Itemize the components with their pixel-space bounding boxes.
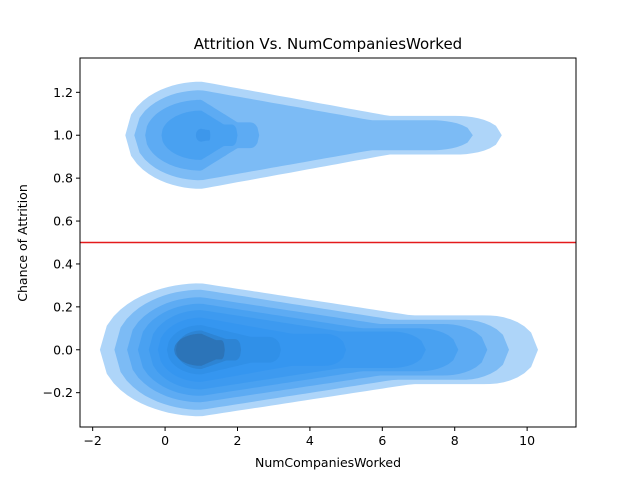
- x-tick-label: 6: [378, 433, 386, 448]
- y-tick-label: 1.0: [53, 128, 73, 143]
- contour-level-0: [99, 283, 539, 417]
- y-tick-label: 0.6: [53, 214, 73, 229]
- y-tick-label: 0.2: [53, 299, 73, 314]
- y-axis: −0.2 0.0 0.2 0.4 0.6 0.8 1.0 1.2: [43, 85, 80, 400]
- x-tick-label: 10: [519, 433, 535, 448]
- contour-level-3: [137, 303, 459, 396]
- contour-level-1: [134, 90, 473, 181]
- contour-group-attrition-1: [125, 81, 502, 189]
- y-axis-label: Chance of Attrition: [15, 184, 30, 301]
- contour-level-5: [157, 317, 347, 382]
- x-tick-label: 0: [161, 433, 169, 448]
- contour-level-3: [161, 110, 238, 160]
- x-axis: −2 0 2 4 6 8 10: [83, 427, 535, 448]
- x-tick-label: 4: [306, 433, 314, 448]
- contour-level-0: [125, 81, 502, 189]
- contour-level-6: [166, 325, 281, 375]
- contour-level-2: [145, 99, 260, 171]
- x-tick-label: −2: [83, 433, 101, 448]
- plot-frame: [79, 57, 577, 428]
- contour-level-8: [174, 333, 225, 366]
- y-tick-label: 0.8: [53, 171, 73, 186]
- x-tick-label: 8: [451, 433, 459, 448]
- contour-level-4: [195, 128, 211, 142]
- y-tick-label: 0.4: [53, 256, 73, 271]
- y-tick-label: 1.2: [53, 85, 73, 100]
- contour-level-4: [148, 310, 426, 390]
- density-contours: [99, 81, 539, 417]
- contour-level-7: [175, 330, 242, 370]
- y-tick-label: 0.0: [53, 342, 73, 357]
- y-tick-label: −0.2: [43, 385, 73, 400]
- contour-group-attrition-0: [99, 283, 539, 417]
- contour-level-2: [127, 297, 488, 403]
- x-axis-label: NumCompaniesWorked: [255, 455, 401, 470]
- contour-level-1: [114, 289, 510, 410]
- chart-title: Attrition Vs. NumCompaniesWorked: [194, 35, 462, 53]
- x-tick-label: 2: [234, 433, 242, 448]
